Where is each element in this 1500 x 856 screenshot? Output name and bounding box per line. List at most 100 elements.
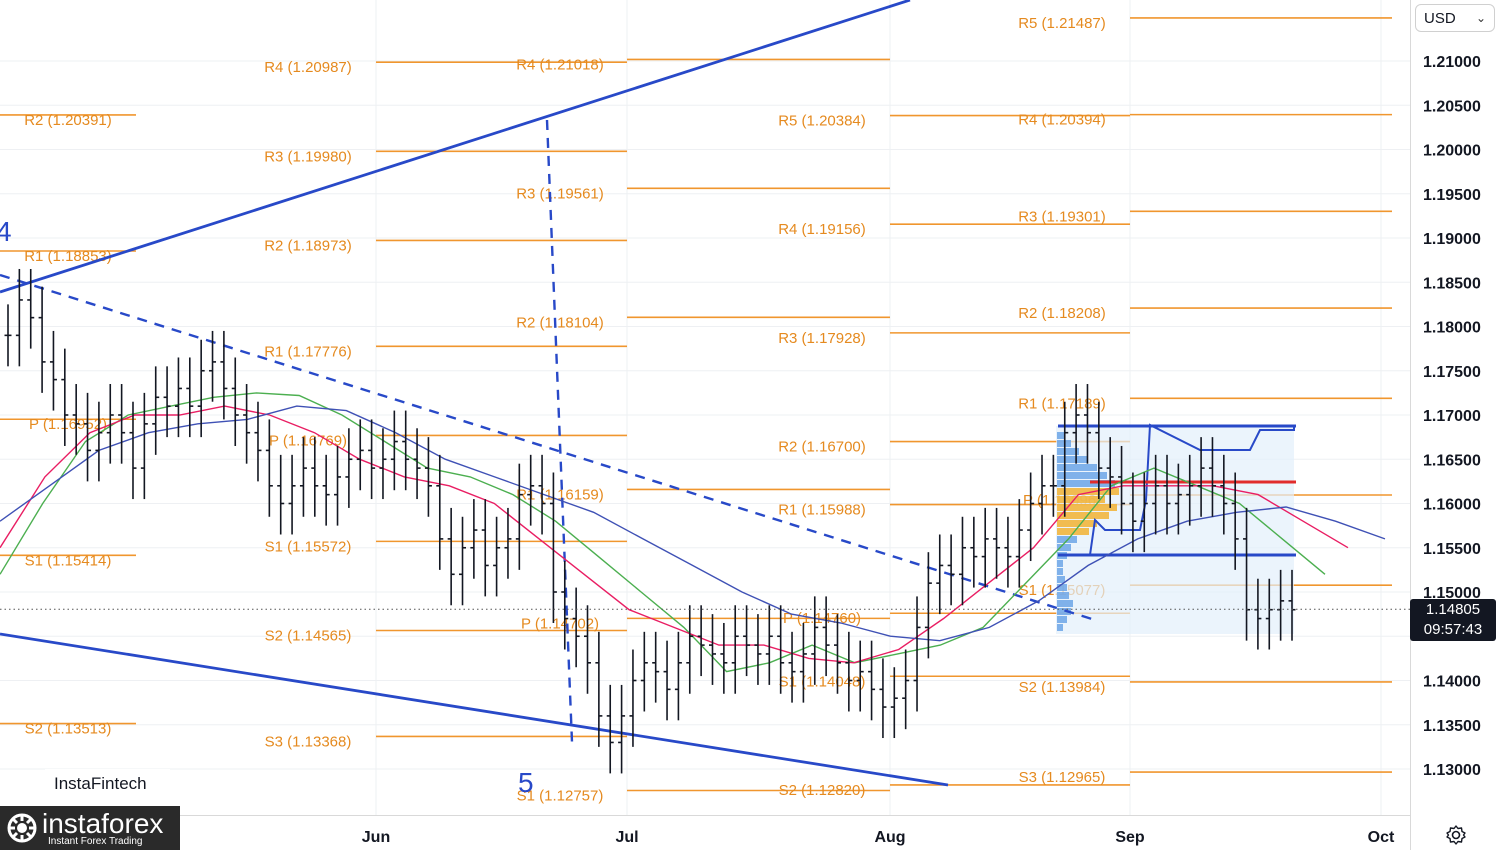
chart-labels: 45 [0, 216, 534, 798]
profile-bar [1057, 608, 1071, 615]
logo-text: instaforex [42, 808, 164, 839]
pivot-label: R2 (1.20391) [24, 112, 112, 129]
ohlc-bars [0, 268, 1410, 774]
price-tick-label: 1.13000 [1423, 762, 1481, 779]
price-tick-label: 1.13500 [1423, 718, 1481, 735]
moving-average-line [0, 405, 1386, 642]
currency-select[interactable]: USD ⌄ [1415, 4, 1495, 32]
profile-bar [1057, 480, 1115, 487]
price-tick-label: 1.15000 [1423, 585, 1481, 602]
pivot-label: S2 (1.13984) [1019, 679, 1106, 696]
time-tick-label: Aug [874, 829, 905, 846]
time-axis-labels: Jun Jul Aug Sep Oct [362, 829, 1395, 846]
pivot-label: R4 (1.20394) [1018, 112, 1106, 129]
settings-gear-button[interactable] [1444, 823, 1468, 847]
pivot-label: R2 (1.18208) [1018, 305, 1106, 322]
time-tick-label: Sep [1115, 829, 1145, 846]
pivot-label: R3 (1.19561) [516, 185, 604, 202]
profile-bar [1057, 584, 1067, 591]
pivot-label: R3 (1.17928) [778, 330, 866, 347]
moving-average-line [0, 405, 1349, 664]
dashed-trend-line [0, 273, 1096, 622]
currency-value: USD [1424, 9, 1456, 27]
time-tick-label: Jul [615, 829, 638, 846]
pivot-label: P (1.16769) [269, 432, 347, 449]
pivot-label: S1 (1.15572) [265, 538, 352, 555]
pivot-label: R4 (1.19156) [778, 221, 866, 238]
pivot-label: R5 (1.21487) [1018, 15, 1106, 32]
pivot-label: R1 (1.16159) [516, 486, 604, 503]
upper-channel-line [0, 0, 911, 294]
price-tick-label: 1.20500 [1423, 98, 1481, 115]
lower-channel-line [0, 632, 949, 787]
profile-bar [1057, 624, 1063, 631]
time-tick-label: Jun [362, 829, 390, 846]
pivot-label: R1 (1.15988) [778, 502, 866, 519]
price-tick-label: 1.16000 [1423, 497, 1481, 514]
profile-bar [1057, 576, 1065, 583]
profile-bar [1057, 592, 1069, 599]
logo-mark-icon [7, 813, 37, 843]
brand-watermark: InstaFintech [45, 769, 170, 799]
pivot-label: R4 (1.20987) [264, 59, 352, 76]
pivot-label: R3 (1.19301) [1018, 208, 1106, 225]
pivot-label: R2 (1.18973) [264, 237, 352, 254]
pivot-label: R1 (1.18853) [24, 248, 112, 265]
trend-lines [0, 0, 1096, 787]
profile-bar [1057, 512, 1109, 519]
pivot-label: R4 (1.21018) [516, 56, 604, 73]
profile-bar [1057, 600, 1073, 607]
last-price-value: 1.14805 [1425, 601, 1481, 618]
pivot-label: S1 (1.12757) [517, 788, 604, 805]
price-tick-label: 1.18500 [1423, 275, 1481, 292]
price-tick-label: 1.17000 [1423, 408, 1481, 425]
pivot-label: S3 (1.13368) [265, 733, 352, 750]
wave-label-4: 4 [0, 216, 12, 247]
price-tick-label: 1.17500 [1423, 364, 1481, 381]
profile-bar [1057, 504, 1117, 511]
pivot-label: S2 (1.12820) [779, 782, 866, 799]
pivot-label: R3 (1.19980) [264, 148, 352, 165]
price-tick-label: 1.19000 [1423, 231, 1481, 248]
pivot-label: S2 (1.14565) [265, 627, 352, 644]
pivot-label: R1 (1.17189) [1018, 395, 1106, 412]
time-axis[interactable]: Jun Jul Aug Sep Oct [0, 815, 1410, 851]
price-chart[interactable]: R2 (1.20391)R1 (1.18853)P (1.16952)S1 (1… [0, 0, 1410, 815]
volume-profile [1056, 423, 1296, 634]
time-tick-label: Oct [1368, 829, 1395, 846]
price-tick-label: 1.16500 [1423, 452, 1481, 469]
price-axis-ticks: 1.21000 1.20500 1.20000 1.19500 1.19000 1.185… [1423, 54, 1481, 779]
price-tick-label: 1.18000 [1423, 320, 1481, 337]
pivot-label: R2 (1.18104) [516, 314, 604, 331]
price-tick-label: 1.21000 [1423, 54, 1481, 71]
price-tick-label: 1.19500 [1423, 187, 1481, 204]
bar-countdown: 09:57:43 [1423, 621, 1483, 638]
pivot-label: S1 (1.15414) [25, 552, 112, 569]
price-axis[interactable]: 1.21000 1.20500 1.20000 1.19500 1.19000 1.185… [1410, 0, 1500, 850]
profile-bar [1057, 464, 1097, 471]
pivot-label: R5 (1.20384) [778, 113, 866, 130]
instaforex-logo: instaforex Instant Forex Trading [0, 806, 180, 850]
last-price-tag: 1.14805 09:57:43 [1410, 599, 1496, 641]
pivot-label: P (1.14702) [521, 615, 599, 632]
profile-bar [1057, 448, 1079, 455]
price-tick-label: 1.20000 [1423, 143, 1481, 160]
profile-area [1056, 426, 1294, 634]
logo-subtitle: Instant Forex Trading [48, 836, 143, 847]
pivot-label: S2 (1.13513) [25, 721, 112, 738]
profile-bar [1057, 432, 1065, 439]
profile-bar [1057, 520, 1097, 527]
profile-bar [1057, 528, 1089, 535]
grid-lines [0, 0, 1410, 815]
price-tick-label: 1.15500 [1423, 541, 1481, 558]
profile-bar [1057, 488, 1119, 495]
price-tick-label: 1.14000 [1423, 674, 1481, 691]
gear-icon [1446, 825, 1466, 845]
profile-bar [1057, 544, 1071, 551]
chevron-down-icon: ⌄ [1475, 11, 1486, 25]
profile-bar [1057, 472, 1107, 479]
pivot-levels: R2 (1.20391)R1 (1.18853)P (1.16952)S1 (1… [0, 15, 1392, 805]
profile-bar [1057, 456, 1087, 463]
pivot-label: R1 (1.17776) [264, 343, 352, 360]
pivot-label: R2 (1.16700) [778, 439, 866, 456]
